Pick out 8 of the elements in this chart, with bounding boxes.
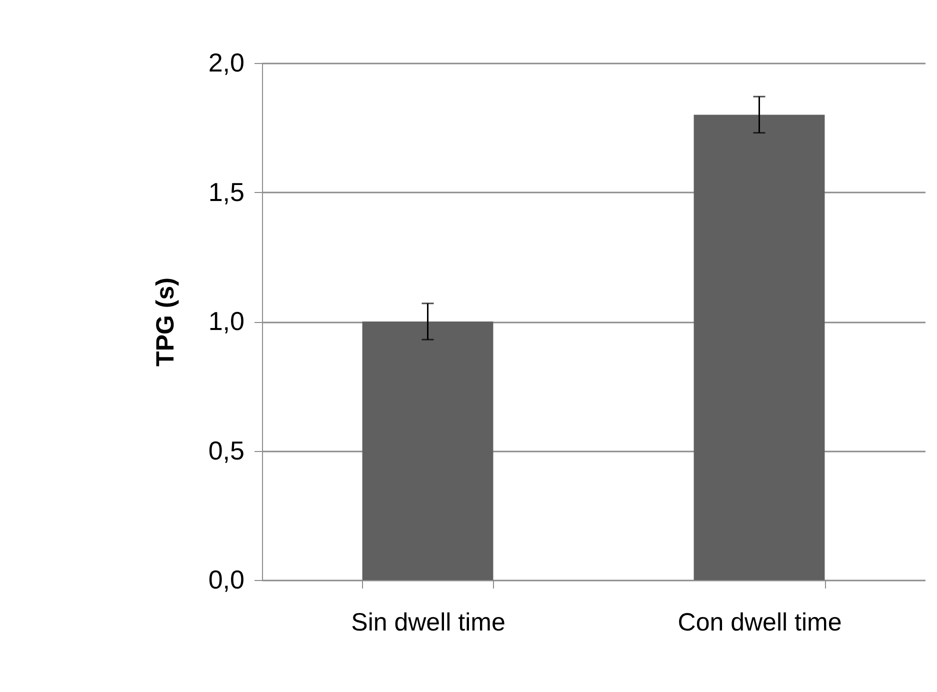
x-tick-label: Con dwell time [678, 608, 842, 636]
y-tick-label: 2,0 [208, 48, 244, 78]
y-tick-label: 1,0 [208, 306, 244, 336]
x-tick-label: Sin dwell time [351, 608, 506, 636]
y-axis-title: TPG (s) [151, 278, 180, 366]
y-tick-label: 1,5 [208, 176, 244, 207]
y-tick-label: 0,5 [208, 435, 244, 466]
y-tick-label: 0,0 [208, 564, 244, 594]
